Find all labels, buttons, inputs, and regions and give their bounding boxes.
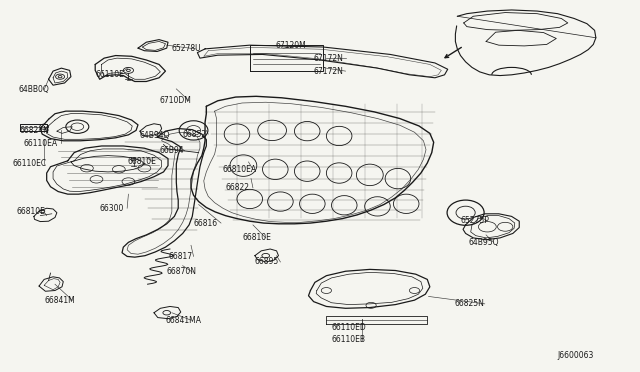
Text: 66110EB: 66110EB bbox=[332, 335, 365, 344]
Text: 66110ED: 66110ED bbox=[332, 323, 366, 332]
Text: 66870N: 66870N bbox=[167, 267, 196, 276]
Text: 67120M: 67120M bbox=[275, 41, 306, 50]
Text: 66852: 66852 bbox=[182, 129, 207, 139]
Text: 64B94Q: 64B94Q bbox=[140, 131, 170, 141]
Text: 67172N: 67172N bbox=[314, 54, 344, 62]
Text: 66822: 66822 bbox=[225, 183, 250, 192]
Text: 66895: 66895 bbox=[255, 257, 279, 266]
Text: 65275P: 65275P bbox=[461, 216, 490, 225]
Text: J6600063: J6600063 bbox=[557, 351, 594, 360]
Text: 66816: 66816 bbox=[193, 219, 218, 228]
Text: 66110EC: 66110EC bbox=[12, 159, 46, 168]
Text: 66810E: 66810E bbox=[242, 233, 271, 243]
Text: 65278U: 65278U bbox=[172, 44, 202, 53]
Text: 66110EA: 66110EA bbox=[23, 139, 57, 148]
Text: 6710DM: 6710DM bbox=[159, 96, 191, 105]
Text: 66810EA: 66810EA bbox=[223, 165, 257, 174]
Text: 66810E: 66810E bbox=[17, 208, 45, 217]
Text: 66824N: 66824N bbox=[20, 126, 50, 135]
Text: 66841M: 66841M bbox=[44, 296, 75, 305]
Text: 64BB0Q: 64BB0Q bbox=[19, 85, 49, 94]
Text: 66110E: 66110E bbox=[95, 70, 124, 79]
Text: 66300: 66300 bbox=[100, 204, 124, 213]
Text: 66825N: 66825N bbox=[454, 299, 484, 308]
Text: 64B95Q: 64B95Q bbox=[468, 238, 499, 247]
Text: 66810E: 66810E bbox=[127, 157, 156, 166]
Text: 66B94: 66B94 bbox=[159, 146, 184, 155]
Text: 66817: 66817 bbox=[168, 252, 192, 261]
Text: 67172N: 67172N bbox=[314, 67, 344, 76]
Text: 66841MA: 66841MA bbox=[166, 316, 202, 325]
